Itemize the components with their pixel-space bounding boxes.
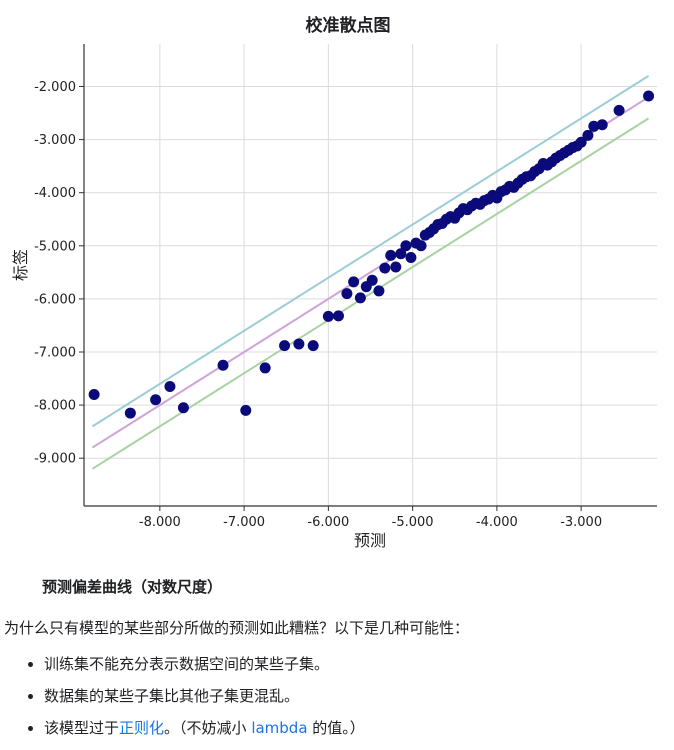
data-point <box>293 338 305 350</box>
data-point <box>379 262 391 274</box>
list-item-text-pre: 该模型过于 <box>44 719 120 737</box>
axes <box>79 44 657 511</box>
y-axis-label: 标签 <box>11 249 30 281</box>
figure-caption: 预测偏差曲线（对数尺度） <box>42 578 223 596</box>
data-point <box>217 359 229 371</box>
y-tick-label: -6.000 <box>34 292 76 307</box>
data-point <box>341 288 353 300</box>
reference-line <box>91 75 650 428</box>
x-tick-label: -4.000 <box>476 515 518 530</box>
lambda-link[interactable]: lambda <box>251 719 308 737</box>
y-tick-label: -3.000 <box>34 133 76 148</box>
list-item-text: 训练集不能充分表示数据空间的某些子集。 <box>44 655 330 673</box>
data-point <box>322 310 334 322</box>
data-point <box>385 249 397 261</box>
data-point <box>588 120 600 132</box>
x-tick-label: -3.000 <box>560 515 602 530</box>
x-tick-label: -5.000 <box>392 515 434 530</box>
data-point <box>596 119 608 131</box>
y-tick-label: -4.000 <box>34 186 76 201</box>
x-tick-label: -6.000 <box>307 515 349 530</box>
data-point <box>177 402 189 414</box>
data-point <box>575 136 587 148</box>
reference-line <box>91 117 650 470</box>
y-tick-label: -5.000 <box>34 239 76 254</box>
y-tick-label: -9.000 <box>34 452 76 467</box>
possibility-list: 训练集不能充分表示数据空间的某些子集。 数据集的某些子集比其他子集更混乱。 该模… <box>4 648 365 744</box>
data-point <box>88 388 100 400</box>
data-point <box>395 248 407 260</box>
data-point <box>366 274 378 286</box>
chart-title: 校准散点图 <box>306 15 391 36</box>
list-item-text-post: 的值。） <box>307 719 365 737</box>
data-point <box>332 310 344 322</box>
data-point <box>240 404 252 416</box>
calibration-scatter-chart: 校准散点图 -8.000 -7.000 -6.000 -5.000 -4.000 -3.0… <box>11 15 657 550</box>
data-point <box>354 292 366 304</box>
list-item-text-mid: 。（不妨减小 <box>164 719 252 737</box>
reference-lines <box>91 75 650 470</box>
data-point <box>150 394 162 406</box>
data-point <box>400 240 412 252</box>
data-point <box>582 129 594 141</box>
data-point <box>348 276 360 288</box>
data-point <box>405 251 417 263</box>
data-point <box>390 261 402 273</box>
x-tick-label: -8.000 <box>139 515 181 530</box>
x-tick-label: -7.000 <box>223 515 265 530</box>
list-item: 数据集的某些子集比其他子集更混乱。 <box>44 680 365 712</box>
data-point <box>415 240 427 252</box>
data-points <box>88 90 655 419</box>
data-point <box>643 90 655 102</box>
data-point <box>279 340 291 352</box>
regularization-link[interactable]: 正则化 <box>119 719 165 737</box>
data-point <box>307 340 319 352</box>
data-point <box>613 104 625 116</box>
y-tick-label: -8.000 <box>34 399 76 414</box>
x-axis-label: 预测 <box>354 531 386 550</box>
x-tick-labels: -8.000 -7.000 -6.000 -5.000 -4.000 -3.000 <box>139 515 602 530</box>
y-tick-label: -7.000 <box>34 346 76 361</box>
y-tick-labels: -2.000 -3.000 -4.000 -5.000 -6.000 -7.000 -8.0… <box>34 80 76 467</box>
y-tick-label: -2.000 <box>34 80 76 95</box>
data-point <box>164 381 176 393</box>
list-item: 训练集不能充分表示数据空间的某些子集。 <box>44 648 365 680</box>
explanation-paragraph: 为什么只有模型的某些部分所做的预测如此糟糕？以下是几种可能性： <box>4 619 470 637</box>
list-item: 该模型过于正则化。（不妨减小 lambda 的值。） <box>44 712 365 744</box>
data-point <box>259 362 271 374</box>
grid-lines <box>84 44 657 506</box>
data-point <box>124 407 136 419</box>
list-item-text: 数据集的某些子集比其他子集更混乱。 <box>44 687 300 705</box>
data-point <box>373 285 385 297</box>
